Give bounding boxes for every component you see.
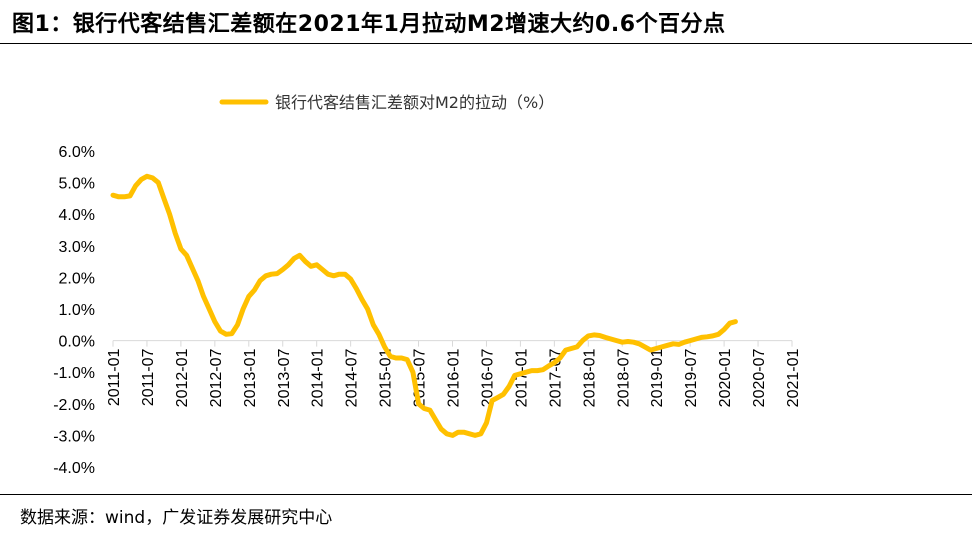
x-tick-label: 2012-07 [208, 348, 225, 407]
line-chart: 银行代客结售汇差额对M2的拉动（%） 6.0% 5.0% 4.0% 3.0% 2.0% 1… [53, 93, 802, 477]
x-tick-label: 2012-01 [174, 348, 191, 407]
x-tick-label: 2018-07 [615, 348, 632, 407]
y-tick-label: 1.0% [59, 302, 95, 319]
x-tick-label: 2014-01 [310, 348, 327, 407]
y-tick-label: -3.0% [53, 428, 95, 445]
x-tick-label: 2013-01 [242, 348, 259, 407]
legend-label: 银行代客结售汇差额对M2的拉动（%） [275, 93, 554, 112]
x-tick-label: 2011-07 [140, 348, 157, 406]
chart-legend: 银行代客结售汇差额对M2的拉动（%） [219, 93, 554, 112]
x-tick-label: 2014-07 [344, 348, 361, 407]
title-divider [0, 43, 972, 44]
x-tick-label: 2016-07 [479, 348, 496, 407]
data-source: 数据来源：wind，广发证券发展研究中心 [20, 508, 333, 528]
y-tick-label: -4.0% [53, 460, 95, 477]
x-axis-ticks: 2011-01 2011-07 2012-01 2012-07 2013-01 2013-… [106, 340, 802, 407]
x-tick-label: 2016-01 [446, 348, 463, 407]
x-tick-label: 2011-01 [106, 348, 123, 406]
x-tick-label: 2021-01 [785, 348, 802, 407]
x-tick-label: 2019-07 [683, 348, 700, 407]
y-tick-label: 4.0% [59, 207, 95, 224]
y-axis-ticks: 6.0% 5.0% 4.0% 3.0% 2.0% 1.0% 0.0% -1.0% -2.0% -3… [53, 144, 95, 477]
y-tick-label: -2.0% [53, 397, 95, 414]
x-tick-label: 2017-01 [513, 348, 530, 407]
y-tick-label: 2.0% [59, 270, 95, 287]
y-tick-label: 6.0% [59, 144, 95, 161]
y-tick-label: 0.0% [59, 334, 95, 351]
y-tick-label: 5.0% [59, 176, 95, 193]
chart-title: 图1：银行代客结售汇差额在2021年1月拉动M2增速大约0.6个百分点 [12, 12, 726, 37]
x-tick-label: 2020-01 [717, 348, 734, 407]
x-tick-label: 2015-01 [378, 348, 395, 407]
x-tick-label: 2020-07 [751, 348, 768, 407]
x-tick-label: 2019-01 [649, 348, 666, 407]
x-tick-label: 2018-01 [581, 348, 598, 407]
y-tick-label: 3.0% [59, 239, 95, 256]
x-tick-label: 2013-07 [276, 348, 293, 407]
source-divider [0, 494, 972, 495]
y-tick-label: -1.0% [53, 365, 95, 382]
series-line [110, 173, 738, 438]
